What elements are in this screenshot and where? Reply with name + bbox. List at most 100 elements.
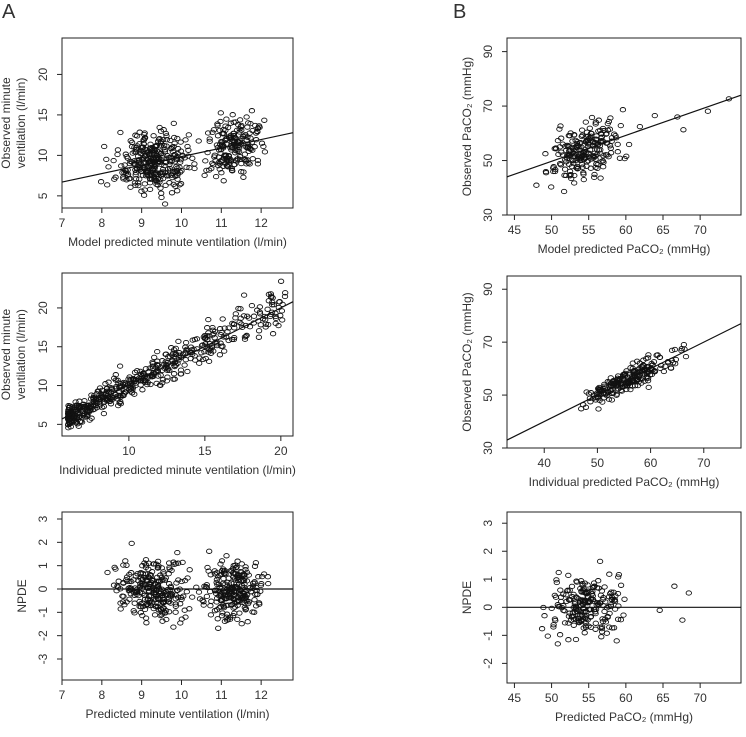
data-point xyxy=(258,140,266,146)
data-point xyxy=(207,345,214,352)
y-tick-label: -2 xyxy=(36,630,50,641)
data-point xyxy=(160,569,167,575)
data-point xyxy=(241,156,248,163)
data-point xyxy=(182,137,189,143)
y-tick-label: 50 xyxy=(481,154,495,168)
data-point xyxy=(279,317,286,323)
data-point xyxy=(607,115,614,121)
data-point xyxy=(145,599,153,606)
data-point xyxy=(164,374,171,380)
data-point xyxy=(242,564,249,570)
data-point xyxy=(231,135,239,142)
data-point xyxy=(282,290,289,296)
data-point xyxy=(550,622,557,628)
data-point xyxy=(606,610,613,617)
data-point xyxy=(563,592,570,598)
data-point xyxy=(660,368,668,375)
y-tick-label: 2 xyxy=(481,548,495,555)
data-point xyxy=(244,619,251,625)
data-point xyxy=(565,143,573,149)
data-point xyxy=(232,311,239,317)
x-tick-label: 12 xyxy=(254,216,268,230)
data-point xyxy=(216,605,223,611)
data-point xyxy=(104,182,111,188)
y-axis-label: NPDE xyxy=(460,581,474,614)
data-point xyxy=(172,601,179,607)
x-tick-label: 60 xyxy=(644,456,658,470)
data-point xyxy=(704,108,712,114)
data-point xyxy=(112,174,119,180)
data-point xyxy=(218,139,225,145)
data-point xyxy=(253,587,260,594)
data-point xyxy=(162,182,169,189)
data-point xyxy=(602,599,609,605)
data-point xyxy=(557,123,564,129)
data-point xyxy=(565,572,572,579)
data-point xyxy=(616,155,624,161)
data-point xyxy=(541,613,548,619)
y-axis-label: Observed minute xyxy=(0,77,13,169)
data-point xyxy=(578,617,585,623)
data-point xyxy=(621,596,628,602)
data-point xyxy=(159,380,166,386)
data-point xyxy=(143,620,150,626)
data-point xyxy=(83,409,91,415)
x-tick-label: 40 xyxy=(538,456,552,470)
x-tick-label: 9 xyxy=(138,216,145,230)
data-point xyxy=(154,362,161,368)
data-point xyxy=(170,624,177,630)
data-point xyxy=(207,603,214,609)
data-point xyxy=(608,397,616,403)
plot-frame xyxy=(506,37,742,216)
data-point xyxy=(172,596,179,602)
data-point xyxy=(116,400,123,406)
data-point xyxy=(560,591,567,597)
data-point xyxy=(199,597,206,603)
data-point xyxy=(231,138,238,144)
data-point xyxy=(120,176,127,182)
data-point xyxy=(145,164,152,171)
data-point xyxy=(113,384,120,390)
data-point xyxy=(645,384,652,391)
data-point xyxy=(172,603,179,609)
data-point xyxy=(145,560,152,566)
data-point xyxy=(200,602,207,608)
data-point xyxy=(158,138,165,144)
data-point xyxy=(226,595,233,601)
data-point xyxy=(177,367,185,373)
x-tick-label: 11 xyxy=(215,216,228,230)
data-point xyxy=(215,581,223,587)
data-point xyxy=(585,150,593,156)
data-point xyxy=(242,322,249,329)
data-point xyxy=(245,148,252,155)
data-point xyxy=(104,569,111,576)
data-point xyxy=(219,130,227,136)
data-point xyxy=(255,328,263,334)
data-point xyxy=(114,583,121,589)
data-point xyxy=(251,563,259,569)
data-point xyxy=(583,389,590,395)
regression-line xyxy=(61,301,294,420)
data-point xyxy=(602,619,610,625)
data-point xyxy=(205,358,213,365)
data-point xyxy=(176,352,183,358)
data-point xyxy=(220,575,227,582)
data-point xyxy=(657,365,664,372)
data-point xyxy=(625,141,633,148)
data-point xyxy=(128,570,135,576)
data-point xyxy=(244,124,251,130)
data-point xyxy=(599,158,606,164)
data-point xyxy=(112,372,119,378)
data-point xyxy=(580,176,587,183)
data-point xyxy=(150,150,157,156)
data-point xyxy=(581,580,589,586)
data-point xyxy=(214,121,221,127)
x-tick-label: 12 xyxy=(254,688,268,702)
data-point xyxy=(103,156,110,163)
data-point xyxy=(178,616,185,622)
data-point xyxy=(150,133,157,139)
data-point xyxy=(141,606,149,613)
data-point xyxy=(554,641,561,647)
data-point xyxy=(163,137,170,143)
scatter-points xyxy=(97,108,269,207)
